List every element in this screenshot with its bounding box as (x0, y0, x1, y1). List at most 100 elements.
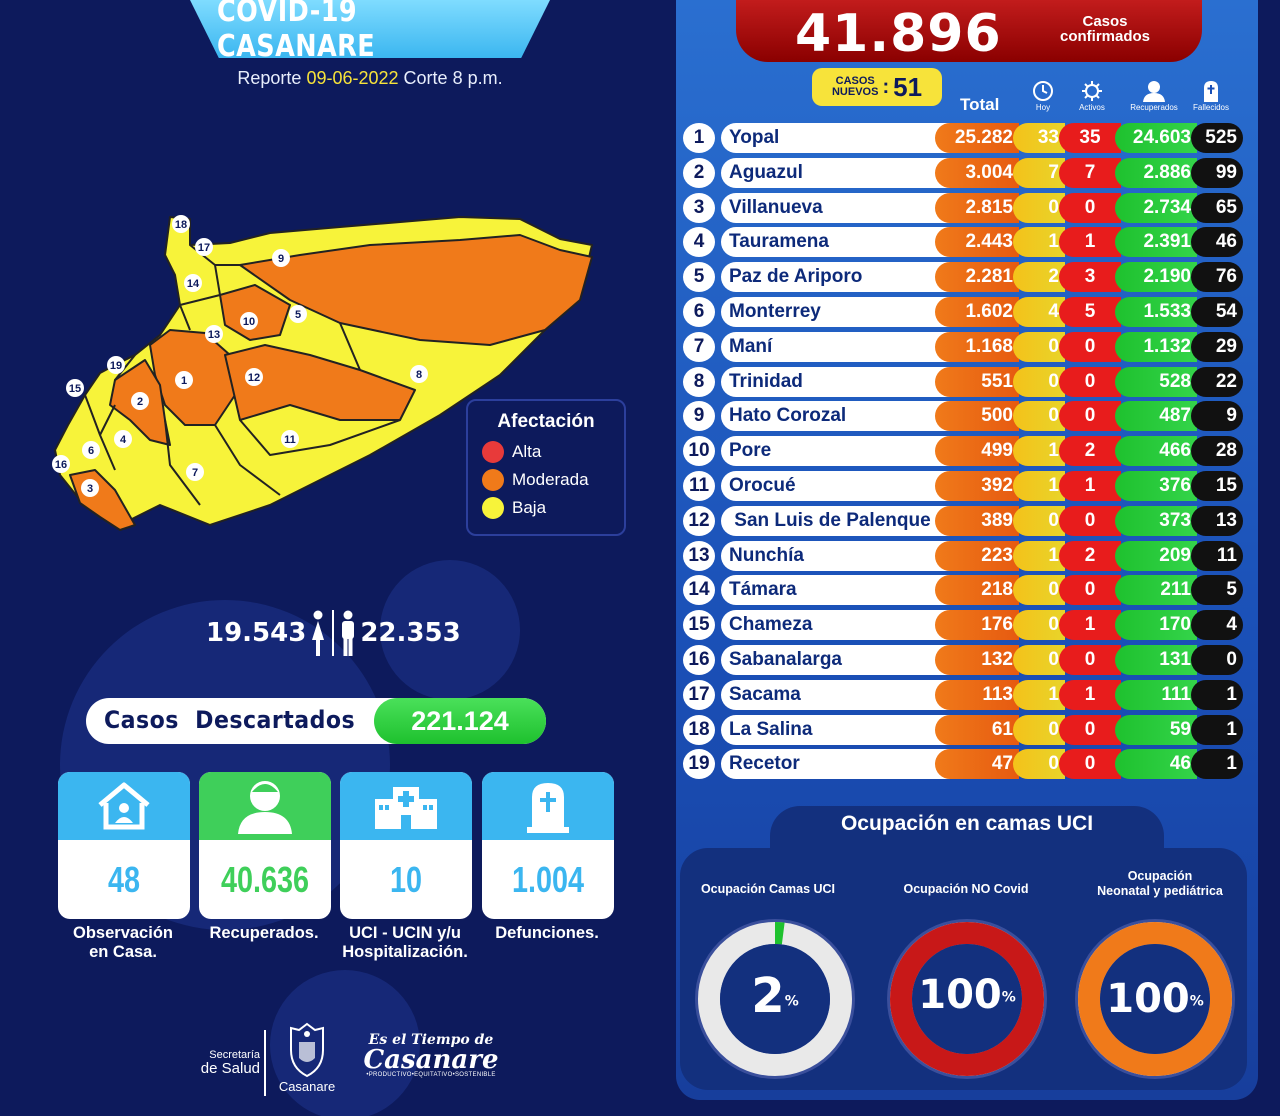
row-hoy: 0 (1013, 644, 1065, 675)
col-header-label: Activos (1079, 103, 1105, 112)
report-date: 09-06-2022 (306, 68, 399, 88)
row-municipio: Maní (721, 331, 961, 362)
card-label-line: Defunciones. (495, 924, 599, 942)
table-row: 2 Aguazul 3.004 7 7 2.886 99 (683, 156, 1245, 191)
svg-text:12: 12 (248, 372, 260, 384)
tombstone-icon (1204, 81, 1218, 102)
row-activos: 5 (1059, 296, 1121, 327)
col-header-fallecidos: Fallecidos (1186, 80, 1236, 112)
map-marker-9: 9 (272, 249, 290, 267)
row-activos: 3 (1059, 262, 1121, 293)
map-marker-10: 10 (240, 312, 258, 330)
card-uci: 10 (340, 772, 472, 919)
row-number: 6 (683, 296, 715, 327)
row-recuperados: 209 (1115, 540, 1197, 571)
home-icon (98, 782, 150, 830)
row-number: 14 (683, 575, 715, 606)
row-total: 1.168 (935, 331, 1019, 362)
row-total: 218 (935, 575, 1019, 606)
gauge-center (720, 944, 830, 1054)
row-municipio: Paz de Ariporo (721, 262, 961, 293)
table-row: 5 Paz de Ariporo 2.281 2 3 2.190 76 (683, 260, 1245, 295)
map-marker-2: 2 (131, 392, 149, 410)
slogan-line: Es el Tiempo de (368, 1032, 494, 1048)
uci-gauge-value: 2% (730, 968, 820, 1024)
row-recuperados: 24.603 (1115, 123, 1197, 153)
row-fallecidos: 65 (1191, 192, 1243, 223)
row-recuperados: 2.886 (1115, 157, 1197, 188)
table-row: 15 Chameza 176 0 1 170 4 (683, 608, 1245, 643)
row-fallecidos: 1 (1191, 714, 1243, 745)
male-count: 22.353 (360, 618, 461, 648)
slogan-brand: Casanare (363, 1045, 499, 1075)
slogan-logo: Es el Tiempo de Casanare •PRODUCTIVO•EQU… (346, 1032, 516, 1078)
row-municipio: Aguazul (721, 157, 961, 188)
row-number: 15 (683, 610, 715, 641)
row-activos: 1 (1059, 679, 1121, 710)
report-line: Reporte 09-06-2022 Corte 8 p.m. (190, 68, 550, 89)
col-header-total: Total (960, 95, 1000, 114)
row-fallecidos: 22 (1191, 366, 1243, 397)
gender-divider (332, 610, 335, 656)
svg-text:4: 4 (120, 434, 127, 446)
uci-label-line: Neonatal y pediátrica (1097, 884, 1223, 898)
row-activos: 7 (1059, 157, 1121, 188)
row-total: 551 (935, 366, 1019, 397)
secretaria-line: de Salud (200, 1060, 260, 1077)
descartados-value: 221.124 (374, 698, 546, 744)
slogan-line: •PRODUCTIVO•EQUITATIVO•SOSTENIBLE (366, 1072, 496, 1078)
row-municipio: Sacama (721, 679, 961, 710)
table-row: 18 La Salina 61 0 0 59 1 (683, 713, 1245, 748)
svg-text:2: 2 (137, 396, 143, 408)
female-count: 19.543 (206, 618, 307, 648)
gauge-unit: % (1001, 989, 1016, 1006)
row-total: 176 (935, 610, 1019, 641)
col-header-label: Fallecidos (1192, 103, 1229, 112)
row-number: 1 (683, 123, 715, 153)
row-activos: 0 (1059, 331, 1121, 362)
row-hoy: 0 (1013, 366, 1065, 397)
municipios-table: 1 Yopal 25.282 33 35 24.603 525 2 Aguazul 3.004 7 7… (683, 121, 1245, 782)
row-fallecidos: 46 (1191, 227, 1243, 258)
tombstone-icon (527, 783, 569, 833)
row-number: 18 (683, 714, 715, 745)
gauge-unit: % (1189, 993, 1204, 1010)
table-row: 12 San Luis de Palenque 389 0 0 373 13 (683, 504, 1245, 539)
table-row: 17 Sacama 113 1 1 111 1 (683, 678, 1245, 713)
row-hoy: 0 (1013, 610, 1065, 641)
svg-text:10: 10 (243, 316, 255, 328)
row-fallecidos: 0 (1191, 644, 1243, 675)
row-hoy: 1 (1013, 540, 1065, 571)
card-label-line: en Casa. (89, 943, 157, 961)
uci-gauge-3 (1075, 919, 1235, 1079)
row-fallecidos: 1 (1191, 679, 1243, 710)
bg-virus-shape (270, 970, 420, 1116)
footer-divider (264, 1030, 266, 1096)
uci-gauge-value: 100% (912, 972, 1022, 1018)
new-cases-value: 51 (893, 71, 923, 102)
row-number: 5 (683, 262, 715, 293)
row-hoy: 1 (1013, 679, 1065, 710)
svg-text:9: 9 (278, 253, 284, 265)
gauge-fill (698, 922, 852, 1076)
row-hoy: 1 (1013, 470, 1065, 501)
map-marker-11: 11 (281, 430, 299, 448)
row-activos: 0 (1059, 401, 1121, 432)
row-recuperados: 170 (1115, 610, 1197, 641)
card-header (58, 772, 190, 840)
row-hoy: 0 (1013, 331, 1065, 362)
confirmed-label-line: Casos (1082, 13, 1128, 30)
map-region-5 (239, 234, 593, 346)
new-cases-label-line: CASOS (835, 75, 875, 87)
map-legend: Afectación Alta Moderada Baja (466, 399, 626, 536)
card-value: 1.004 (511, 858, 585, 900)
new-cases-label-line: NUEVOS (831, 86, 879, 98)
legend-label: Baja (512, 498, 547, 517)
descartados-pill: Casos Descartados 221.124 (86, 698, 546, 744)
card-header (340, 772, 472, 840)
col-header-recuperados: Recuperados (1129, 80, 1179, 112)
person-icon (238, 781, 292, 834)
casanare-map: 1 2 3 4 5 6 7 8 9 10 11 12 13 14 15 16 1… (52, 215, 593, 531)
card-label-recuperados: Recuperados. (189, 924, 339, 943)
map-marker-15: 15 (66, 379, 84, 397)
